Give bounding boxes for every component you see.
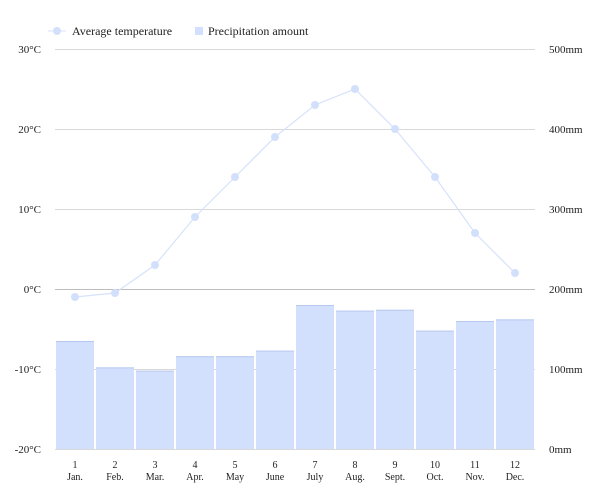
temperature-point (391, 125, 399, 133)
legend-item-precipitation[interactable]: Precipitation amount (195, 24, 309, 38)
legend-precipitation-label: Precipitation amount (208, 24, 309, 38)
y-right-tick-label: 200mm (549, 284, 583, 296)
y-left-tick-label: 0°C (24, 284, 41, 296)
precipitation-bar (416, 330, 454, 449)
temperature-point (511, 269, 519, 277)
x-tick-sublabel: May (226, 472, 244, 483)
temperature-point (151, 261, 159, 269)
legend-temperature-label: Average temperature (72, 24, 172, 38)
x-tick-sublabel: June (266, 472, 285, 483)
x-tick-label: 2 (113, 460, 118, 471)
x-tick-label: 7 (313, 460, 318, 471)
x-tick-sublabel: Oct. (427, 472, 444, 483)
temperature-point (351, 85, 359, 93)
precipitation-bar (256, 350, 294, 449)
y-left-tick-label: -20°C (15, 444, 41, 456)
temperature-point (71, 293, 79, 301)
x-tick-sublabel: Dec. (506, 472, 525, 483)
y-left-tick-label: 20°C (18, 124, 41, 136)
y-right-tick-label: 500mm (549, 44, 583, 56)
temperature-point (191, 213, 199, 221)
y-left-tick-label: 10°C (18, 204, 41, 216)
x-tick-label: 12 (510, 460, 520, 471)
x-tick-label: 10 (430, 460, 440, 471)
x-tick-sublabel: July (307, 472, 324, 483)
temperature-point (311, 101, 319, 109)
precipitation-bar (216, 356, 254, 449)
temperature-series-line (74, 88, 516, 298)
gridlines (55, 49, 535, 450)
x-tick-sublabel: Apr. (186, 472, 204, 483)
precipitation-bar (496, 319, 534, 449)
temperature-point (111, 289, 119, 297)
x-tick-label: 3 (153, 460, 158, 471)
precipitation-bar (336, 310, 374, 449)
precipitation-bar (296, 305, 334, 449)
precipitation-bars (56, 305, 534, 449)
x-tick-label: 5 (233, 460, 238, 471)
x-tick-sublabel: Nov. (465, 472, 484, 483)
x-tick-sublabel: Mar. (146, 472, 165, 483)
legend: Average temperature Precipitation amount (48, 24, 309, 38)
temperature-line (71, 85, 519, 301)
y-right-tick-label: 100mm (549, 364, 583, 376)
legend-precipitation-box-icon (195, 27, 203, 35)
temperature-point (271, 133, 279, 141)
legend-temperature-point-icon (53, 27, 61, 35)
temperature-point (231, 173, 239, 181)
precipitation-bar (456, 321, 494, 449)
y-left-tick-label: 30°C (18, 44, 41, 56)
x-tick-label: 8 (353, 460, 358, 471)
temperature-point (471, 229, 479, 237)
x-tick-sublabel: Feb. (106, 472, 124, 483)
x-tick-label: 1 (73, 460, 78, 471)
y-right-tick-label: 400mm (549, 124, 583, 136)
precipitation-bar (176, 356, 214, 449)
y-left-tick-label: -10°C (15, 364, 41, 376)
temperature-point (431, 173, 439, 181)
x-tick-label: 6 (273, 460, 278, 471)
x-tick-sublabel: Sept. (385, 472, 405, 483)
x-tick-label: 4 (193, 460, 198, 471)
y-right-tick-label: 300mm (549, 204, 583, 216)
x-tick-label: 11 (470, 460, 480, 471)
axis-labels: -20°C -10°C 0°C 10°C 20°C 30°C 0mm 100mm 200mm 30… (15, 44, 583, 483)
x-tick-label: 9 (393, 460, 398, 471)
x-tick-sublabel: Jan. (67, 472, 83, 483)
precipitation-bar (376, 309, 414, 449)
precipitation-bar (136, 370, 174, 449)
x-tick-sublabel: Aug. (345, 472, 365, 483)
precipitation-bar (96, 367, 134, 449)
precipitation-bar (56, 341, 94, 449)
y-right-tick-label: 0mm (549, 444, 572, 456)
legend-item-temperature[interactable]: Average temperature (48, 24, 172, 38)
